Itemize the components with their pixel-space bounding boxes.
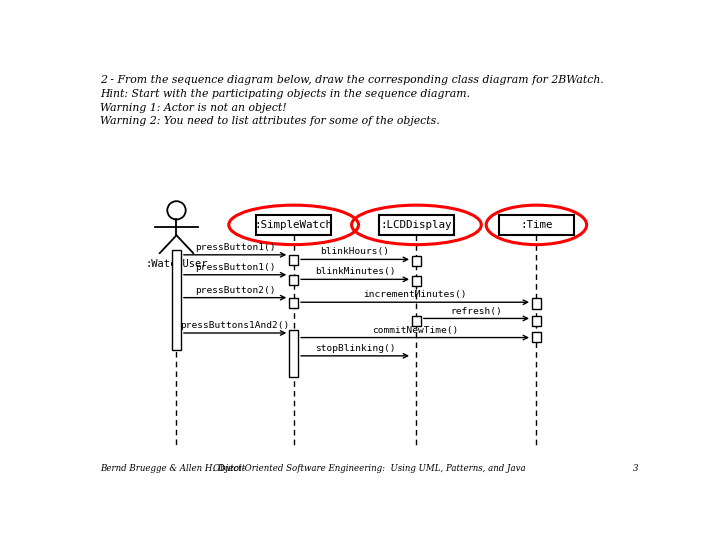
Text: :Time: :Time — [520, 220, 553, 230]
Bar — [289, 275, 298, 285]
Text: pressButton2(): pressButton2() — [195, 286, 275, 295]
Text: Object-Oriented Software Engineering:  Using UML, Patterns, and Java: Object-Oriented Software Engineering: Us… — [212, 464, 526, 473]
Text: 3: 3 — [632, 464, 638, 473]
Text: Warning 1: Actor is not an object!: Warning 1: Actor is not an object! — [100, 103, 287, 113]
Bar — [412, 315, 421, 326]
Bar — [289, 255, 298, 265]
Text: stopBlinking(): stopBlinking() — [315, 344, 395, 353]
Bar — [532, 299, 541, 309]
Text: blinkHours(): blinkHours() — [320, 247, 390, 256]
Bar — [379, 215, 454, 235]
Bar — [532, 315, 541, 326]
Text: :SimpleWatch: :SimpleWatch — [255, 220, 333, 230]
Bar — [256, 215, 331, 235]
Text: pressButton1(): pressButton1() — [195, 263, 275, 272]
Bar — [289, 298, 298, 308]
Text: commitNewTime(): commitNewTime() — [372, 326, 458, 335]
Text: incrementMinutes(): incrementMinutes() — [364, 291, 467, 299]
Bar — [499, 215, 574, 235]
Text: Bernd Bruegge & Allen H. Dutoit: Bernd Bruegge & Allen H. Dutoit — [100, 464, 246, 473]
Text: Hint: Start with the participating objects in the sequence diagram.: Hint: Start with the participating objec… — [100, 89, 470, 99]
Text: pressButtons1And2(): pressButtons1And2() — [181, 321, 289, 330]
Text: Warning 2: You need to list attributes for some of the objects.: Warning 2: You need to list attributes f… — [100, 116, 440, 126]
Text: refresh(): refresh() — [451, 307, 503, 315]
Bar — [412, 275, 421, 286]
Bar — [172, 250, 181, 349]
Bar — [532, 332, 541, 342]
Text: blinkMinutes(): blinkMinutes() — [315, 267, 395, 276]
Bar — [412, 255, 421, 266]
Bar — [289, 330, 298, 377]
Text: pressButton1(): pressButton1() — [195, 243, 275, 252]
Text: :WatchUser: :WatchUser — [145, 259, 208, 269]
Text: :LCDDisplay: :LCDDisplay — [381, 220, 452, 230]
Text: 2 - From the sequence diagram below, draw the corresponding class diagram for 2B: 2 - From the sequence diagram below, dra… — [100, 75, 604, 85]
